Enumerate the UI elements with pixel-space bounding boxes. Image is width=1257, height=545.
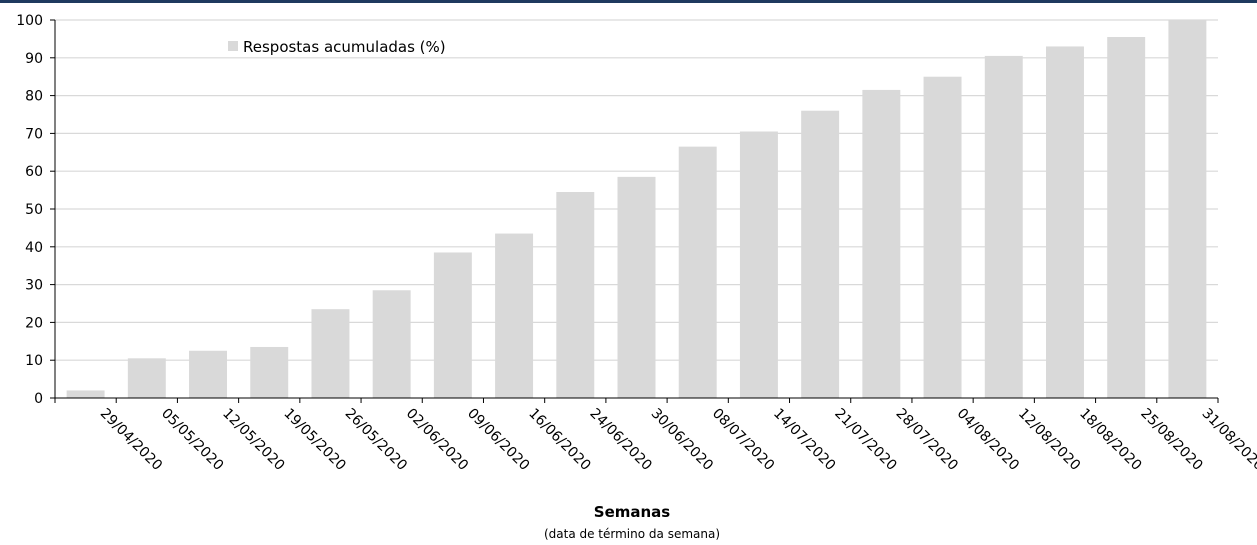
- legend-swatch: [228, 41, 238, 51]
- x-tick-label: 19/05/2020: [280, 406, 348, 474]
- y-tick-label: 10: [25, 353, 43, 369]
- bar: [556, 191, 595, 398]
- bar: [984, 55, 1023, 398]
- bar: [923, 76, 962, 398]
- x-tick-label: 04/08/2020: [954, 406, 1022, 474]
- bar: [801, 110, 840, 398]
- x-tick-label: 18/08/2020: [1076, 406, 1144, 474]
- y-tick-label: 60: [25, 164, 43, 180]
- bar: [66, 390, 105, 398]
- x-tick-label: 09/06/2020: [464, 406, 532, 474]
- x-tick-label: 02/06/2020: [403, 406, 471, 474]
- bar: [311, 309, 350, 398]
- bars: [66, 20, 1207, 399]
- x-axis-title: Semanas: [594, 503, 671, 521]
- x-axis-subtitle: (data de término da semana): [544, 527, 720, 541]
- x-tick-label: 29/04/2020: [97, 406, 165, 474]
- x-tick-labels: 29/04/202005/05/202012/05/202019/05/2020…: [97, 406, 1257, 474]
- y-tick-label: 30: [25, 278, 43, 294]
- x-tick-label: 08/07/2020: [709, 406, 777, 474]
- x-tick-label: 12/05/2020: [219, 406, 287, 474]
- bar: [250, 346, 289, 398]
- bar: [617, 176, 656, 398]
- bar: [1107, 37, 1146, 398]
- y-tick-label: 20: [25, 315, 43, 331]
- top-border: [0, 0, 1257, 3]
- x-tick-label: 14/07/2020: [770, 406, 838, 474]
- x-tick-label: 16/06/2020: [525, 406, 593, 474]
- y-tick-label: 50: [25, 202, 43, 218]
- bar: [862, 89, 901, 399]
- gridlines: [55, 19, 1218, 361]
- x-tick-label: 28/07/2020: [893, 406, 961, 474]
- legend-label: Respostas acumuladas (%): [243, 38, 446, 56]
- legend: Respostas acumuladas (%): [228, 38, 446, 56]
- y-tick-label: 0: [34, 391, 43, 407]
- bar: [1168, 20, 1207, 398]
- x-tick-label: 21/07/2020: [831, 406, 899, 474]
- y-tick-label: 80: [25, 89, 43, 105]
- y-tick-labels: 0 10 20 30 40 50 60 70 80 90 100: [16, 13, 43, 407]
- x-tick-label: 25/08/2020: [1137, 406, 1205, 474]
- bar: [1045, 46, 1084, 399]
- bar: [433, 252, 472, 398]
- bar: [739, 131, 778, 398]
- y-tick-label: 70: [25, 126, 43, 142]
- bar: [189, 350, 228, 398]
- x-tick-label: 12/08/2020: [1015, 406, 1083, 474]
- bar: [372, 290, 411, 398]
- y-tick-label: 100: [16, 13, 43, 29]
- x-tick-label: 05/05/2020: [158, 406, 226, 474]
- bar: [495, 233, 534, 398]
- y-tick-label: 90: [25, 51, 43, 67]
- bar: [678, 146, 717, 398]
- axes: [50, 19, 1219, 403]
- bar: [127, 358, 166, 398]
- x-tick-label: 31/08/2020: [1199, 406, 1257, 474]
- x-tick-label: 24/06/2020: [586, 406, 654, 474]
- x-tick-label: 26/05/2020: [342, 406, 410, 474]
- x-tick-label: 30/06/2020: [648, 406, 716, 474]
- y-tick-label: 40: [25, 240, 43, 256]
